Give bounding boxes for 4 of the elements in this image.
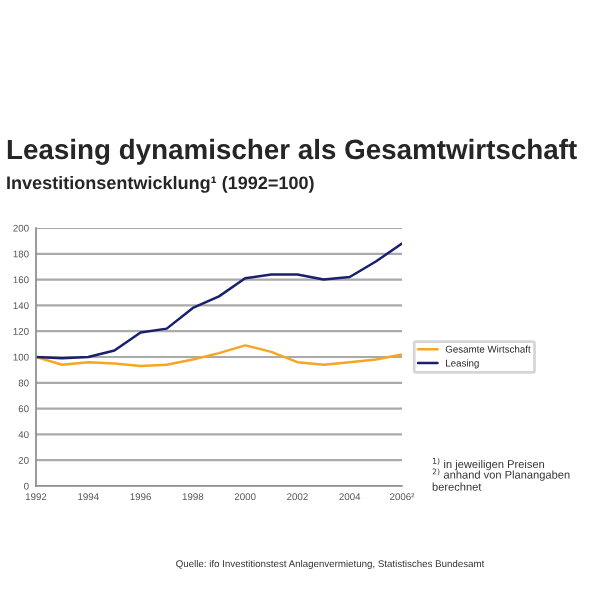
chart-subtitle: Investitionsentwicklung¹ (1992=100)	[7, 175, 314, 193]
line-series	[36, 344, 402, 368]
chart-title: Leasing dynamischer als Gesamtwirtschaft	[7, 138, 577, 165]
line-series	[36, 242, 402, 360]
